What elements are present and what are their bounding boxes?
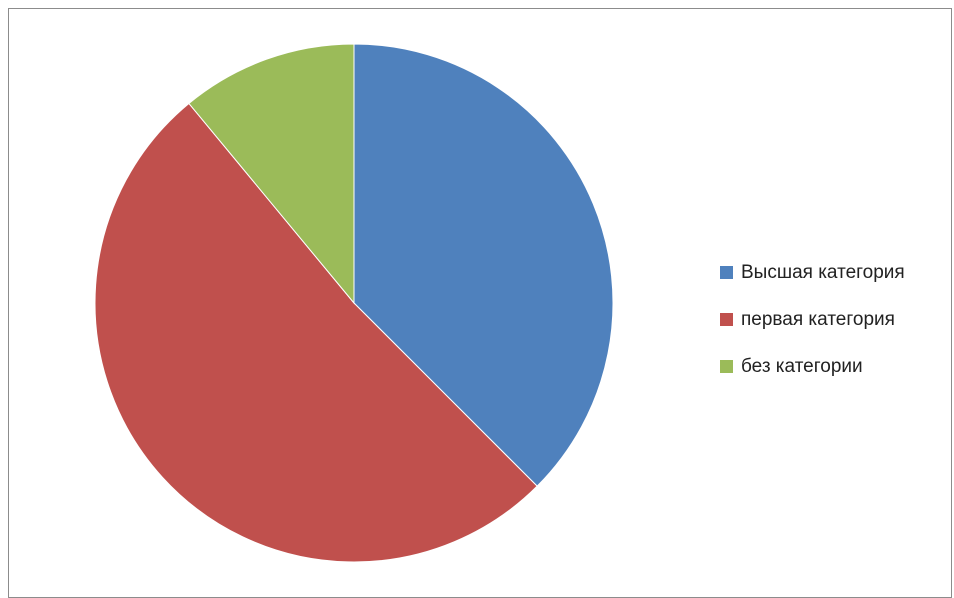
pie-slice-bez	[188, 43, 355, 305]
pie-slices	[94, 43, 614, 563]
pie-chart	[94, 43, 614, 563]
legend: Высшая категория первая категория без ка…	[720, 249, 905, 390]
legend-swatch-vysshaya	[720, 266, 733, 279]
legend-label-pervaya: первая категория	[741, 308, 895, 330]
legend-item-pervaya: первая категория	[720, 296, 905, 343]
chart-area: Высшая категория первая категория без ка…	[8, 8, 952, 598]
legend-swatch-pervaya	[720, 313, 733, 326]
legend-item-bez: без категории	[720, 343, 905, 390]
legend-label-vysshaya: Высшая категория	[741, 261, 905, 283]
legend-swatch-bez	[720, 360, 733, 373]
pie-slice-vysshaya	[353, 43, 614, 487]
legend-item-vysshaya: Высшая категория	[720, 249, 905, 296]
legend-label-bez: без категории	[741, 355, 863, 377]
pie-slice-pervaya	[94, 102, 538, 563]
